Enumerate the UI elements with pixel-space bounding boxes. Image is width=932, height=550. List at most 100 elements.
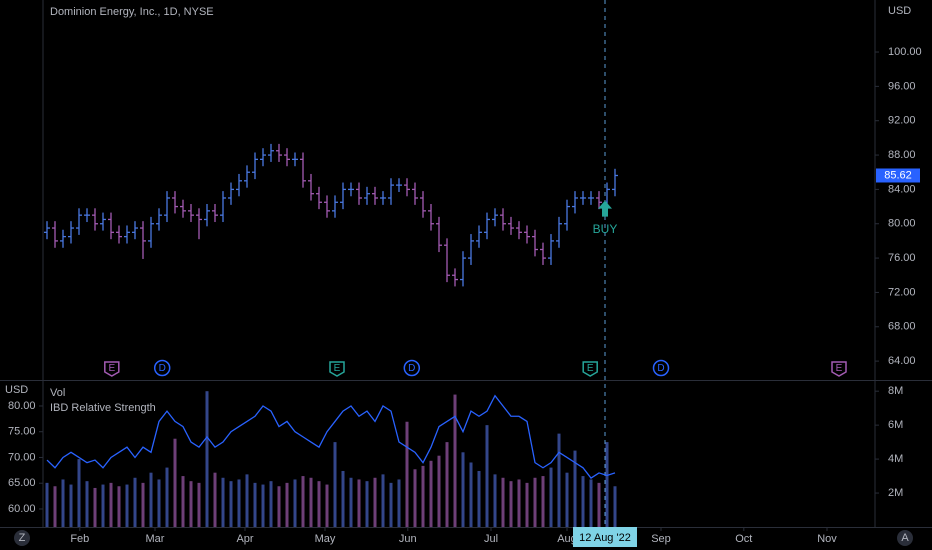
y-tick-label: 80.00 bbox=[8, 400, 36, 412]
earnings-marker bbox=[329, 361, 345, 377]
volume-bar bbox=[445, 442, 449, 527]
volume-bar bbox=[389, 482, 393, 527]
y2-tick-label: 6M bbox=[888, 419, 903, 431]
auto-button-label[interactable]: A bbox=[901, 532, 909, 544]
volume-bar bbox=[429, 460, 433, 527]
volume-bar bbox=[221, 477, 225, 527]
x-tick-label: May bbox=[315, 533, 336, 545]
buy-arrow bbox=[598, 200, 612, 217]
volume-bar bbox=[181, 476, 185, 527]
volume-bar bbox=[461, 452, 465, 527]
volume-bar bbox=[581, 476, 585, 527]
volume-bar bbox=[61, 479, 65, 527]
zoom-button-label[interactable]: Z bbox=[19, 532, 26, 544]
volume-bar bbox=[525, 482, 529, 527]
volume-bar bbox=[213, 472, 217, 527]
y-tick-label: 76.00 bbox=[888, 252, 916, 264]
x-tick-label: Mar bbox=[146, 533, 165, 545]
y-tick-label: 96.00 bbox=[888, 80, 916, 92]
volume-bar bbox=[197, 482, 201, 527]
volume-bar bbox=[517, 479, 521, 527]
volume-bar bbox=[565, 472, 569, 527]
volume-bar bbox=[421, 465, 425, 527]
event-label: E bbox=[587, 363, 594, 374]
volume-bar bbox=[357, 479, 361, 527]
event-label: E bbox=[836, 363, 843, 374]
volume-bar bbox=[589, 479, 593, 527]
legend-rs: IBD Relative Strength bbox=[50, 402, 156, 414]
volume-bar bbox=[245, 474, 249, 527]
y-tick-label: 80.00 bbox=[888, 218, 916, 230]
volume-bar bbox=[117, 486, 121, 527]
volume-bar bbox=[549, 467, 553, 527]
event-label: D bbox=[657, 363, 664, 374]
x-tick-label: Feb bbox=[70, 533, 89, 545]
volume-bar bbox=[413, 469, 417, 527]
volume-bar bbox=[533, 477, 537, 527]
chart-title: Dominion Energy, Inc., 1D, NYSE bbox=[50, 6, 214, 18]
volume-bar bbox=[205, 391, 209, 527]
dividend-marker bbox=[153, 359, 171, 377]
dividend-marker bbox=[652, 359, 670, 377]
volume-bar bbox=[605, 442, 609, 527]
volume-bar bbox=[293, 479, 297, 527]
volume-bar bbox=[309, 477, 313, 527]
volume-bar bbox=[541, 476, 545, 527]
volume-bar bbox=[501, 477, 505, 527]
volume-bar bbox=[341, 470, 345, 527]
volume-bar bbox=[333, 442, 337, 527]
y-tick-label: 60.00 bbox=[8, 503, 36, 515]
volume-bar bbox=[557, 433, 561, 527]
x-tick-label: Jul bbox=[484, 533, 498, 545]
y-tick-label: 70.00 bbox=[8, 451, 36, 463]
volume-bar bbox=[149, 472, 153, 527]
y2-tick-label: 2M bbox=[888, 487, 903, 499]
volume-bar bbox=[349, 477, 353, 527]
volume-bar bbox=[301, 476, 305, 527]
volume-bar bbox=[141, 482, 145, 527]
volume-bar bbox=[229, 481, 233, 527]
volume-bar bbox=[165, 467, 169, 527]
volume-bar bbox=[261, 484, 265, 527]
y-tick-label: 64.00 bbox=[888, 355, 916, 367]
legend-vol: Vol bbox=[50, 387, 65, 399]
volume-bar bbox=[133, 477, 137, 527]
volume-bar bbox=[397, 479, 401, 527]
volume-bar bbox=[53, 486, 57, 527]
x-tick-label: Jun bbox=[399, 533, 417, 545]
zoom-button[interactable] bbox=[14, 530, 30, 546]
volume-bar bbox=[93, 487, 97, 527]
crosshair-date-box bbox=[573, 527, 637, 547]
lower-unit: USD bbox=[5, 384, 28, 396]
x-tick-label: Oct bbox=[735, 533, 752, 545]
volume-bar bbox=[317, 481, 321, 527]
volume-bar bbox=[373, 477, 377, 527]
y2-tick-label: 4M bbox=[888, 453, 903, 465]
earnings-marker bbox=[831, 361, 847, 377]
event-label: D bbox=[159, 363, 166, 374]
volume-bar bbox=[237, 479, 241, 527]
volume-bar bbox=[485, 425, 489, 527]
volume-bar bbox=[189, 481, 193, 527]
y-tick-label: 72.00 bbox=[888, 286, 916, 298]
auto-button[interactable] bbox=[897, 530, 913, 546]
x-tick-label: Nov bbox=[817, 533, 837, 545]
volume-bar bbox=[477, 470, 481, 527]
volume-bar bbox=[45, 482, 49, 527]
volume-bar bbox=[493, 474, 497, 527]
volume-bar bbox=[381, 474, 385, 527]
volume-bar bbox=[157, 479, 161, 527]
volume-bar bbox=[285, 482, 289, 527]
y-tick-label: 88.00 bbox=[888, 149, 916, 161]
volume-bar bbox=[173, 438, 177, 527]
volume-bar bbox=[101, 484, 105, 527]
volume-bar bbox=[69, 484, 73, 527]
volume-bar bbox=[77, 459, 81, 527]
event-label: D bbox=[408, 363, 415, 374]
earnings-marker bbox=[582, 361, 598, 377]
volume-bar bbox=[573, 450, 577, 527]
x-tick-label: Aug bbox=[557, 533, 577, 545]
earnings-marker bbox=[104, 361, 120, 377]
